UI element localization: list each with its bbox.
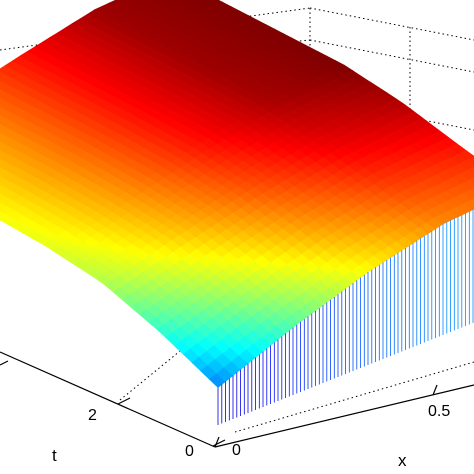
surface-patch xyxy=(466,156,474,166)
axes xyxy=(0,351,474,448)
t-axis-label: t xyxy=(52,446,57,465)
t-tick-label-2: 2 xyxy=(88,407,97,424)
x-axis-label: x xyxy=(398,451,407,470)
left-partial-tick xyxy=(0,360,9,366)
x-tick-label-05: 0.5 xyxy=(428,403,450,420)
surface-patch xyxy=(471,198,474,202)
surface-patch xyxy=(468,177,474,184)
surface-mesh xyxy=(0,0,474,388)
front-skirt xyxy=(217,209,474,425)
x-tick-05 xyxy=(432,384,438,396)
surface-patch xyxy=(161,0,172,3)
t-tick-2 xyxy=(117,397,131,405)
right-wall-top-edge xyxy=(309,7,474,41)
right-wall-gridline-1 xyxy=(309,39,474,73)
x-tick-label-0: 0 xyxy=(232,442,241,459)
x-axis-line xyxy=(214,384,474,448)
t-axis-line xyxy=(0,351,216,448)
t-tick-label-0: 0 xyxy=(185,443,194,460)
floor-gridline-x xyxy=(234,361,474,433)
t-tick-0 xyxy=(212,439,226,447)
surface-patch xyxy=(467,166,474,175)
x-tick-0 xyxy=(214,436,220,448)
